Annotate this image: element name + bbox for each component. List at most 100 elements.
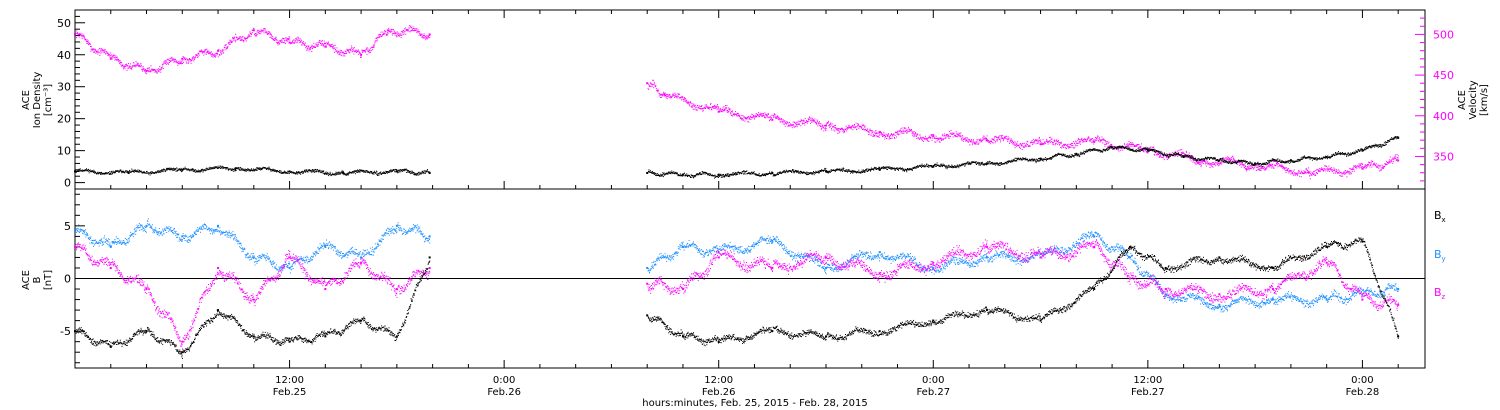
data-point	[397, 34, 399, 36]
data-point	[656, 91, 658, 93]
data-point	[358, 50, 360, 52]
data-point	[911, 129, 912, 131]
data-point	[121, 171, 122, 173]
data-point	[355, 171, 357, 173]
data-point	[161, 67, 163, 69]
data-point	[317, 44, 318, 46]
data-point	[329, 46, 331, 48]
data-point	[98, 173, 100, 175]
data-point	[920, 136, 921, 138]
data-point	[170, 57, 172, 59]
data-point	[1375, 165, 1377, 167]
data-point	[249, 31, 251, 33]
data-point	[1322, 169, 1324, 171]
data-point	[913, 131, 915, 132]
data-point	[346, 173, 348, 175]
data-point	[1362, 164, 1364, 165]
data-point	[933, 137, 935, 139]
data-point	[203, 51, 204, 53]
data-point	[419, 32, 421, 34]
data-point	[961, 139, 963, 141]
data-point	[1261, 167, 1263, 169]
data-point	[651, 171, 653, 172]
data-point	[880, 132, 882, 134]
data-point	[1315, 174, 1317, 176]
data-point	[185, 168, 187, 170]
data-point	[355, 50, 357, 52]
data-point	[325, 171, 327, 173]
data-point	[135, 66, 137, 68]
data-point	[929, 137, 931, 139]
data-point	[964, 138, 966, 140]
data-point	[193, 171, 195, 173]
data-point	[1385, 164, 1387, 165]
data-point	[970, 139, 972, 141]
data-point	[924, 138, 926, 140]
data-point	[187, 59, 189, 60]
data-point	[668, 172, 670, 174]
data-point	[667, 172, 669, 174]
data-point	[838, 132, 840, 134]
data-point	[978, 143, 980, 145]
data-point	[767, 114, 768, 116]
data-point	[269, 33, 271, 35]
data-point	[1344, 172, 1346, 174]
data-point	[74, 170, 76, 173]
data-point	[177, 64, 179, 66]
data-point	[1140, 147, 1142, 149]
data-point	[308, 50, 310, 52]
data-point	[761, 174, 763, 176]
data-point	[353, 171, 355, 173]
data-point	[923, 138, 925, 140]
data-point	[237, 37, 239, 39]
data-point	[186, 62, 187, 64]
data-point	[647, 83, 649, 85]
data-point	[769, 115, 771, 117]
data-point	[1254, 166, 1256, 168]
data-point	[692, 108, 694, 110]
data-point	[142, 68, 144, 70]
data-point	[1294, 174, 1296, 176]
data-point	[1010, 141, 1012, 143]
data-point	[744, 173, 745, 175]
data-point	[1350, 172, 1352, 174]
data-point	[770, 173, 772, 175]
data-point	[222, 166, 224, 168]
data-point	[818, 172, 820, 174]
data-point	[793, 125, 795, 127]
data-point	[191, 169, 193, 170]
data-point	[317, 46, 319, 47]
data-point	[402, 170, 404, 172]
data-point	[362, 171, 364, 173]
data-point	[301, 171, 303, 173]
data-point	[1366, 165, 1368, 167]
data-point	[888, 138, 890, 140]
data-point	[212, 168, 214, 170]
data-point	[150, 172, 151, 174]
data-point	[96, 51, 98, 53]
data-point	[365, 50, 367, 52]
data-point	[797, 120, 799, 122]
data-point	[366, 47, 368, 49]
y2-axis-title-line: ACE	[1457, 90, 1468, 110]
data-point	[928, 135, 930, 137]
data-point	[673, 171, 675, 173]
data-point	[132, 65, 134, 67]
data-point	[269, 31, 271, 33]
data-point	[205, 168, 207, 170]
data-point	[113, 56, 115, 58]
data-point	[1018, 144, 1020, 146]
data-point	[1071, 146, 1073, 148]
data-point	[373, 45, 375, 47]
data-point	[169, 58, 171, 60]
data-point	[756, 173, 757, 175]
data-point	[1258, 167, 1260, 169]
data-point	[283, 172, 285, 173]
data-point	[720, 108, 721, 110]
data-point	[342, 51, 344, 53]
data-point	[1341, 173, 1343, 175]
data-point	[783, 170, 784, 172]
data-point	[1185, 154, 1187, 156]
data-point	[413, 174, 415, 176]
data-point	[996, 139, 998, 141]
